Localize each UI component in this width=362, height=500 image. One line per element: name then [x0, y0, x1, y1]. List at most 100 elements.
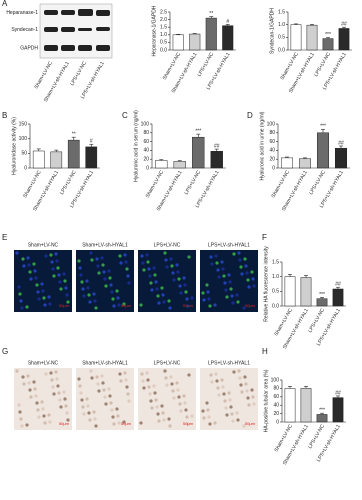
cell: [205, 401, 209, 405]
cell: [48, 420, 52, 424]
cell: [100, 374, 104, 378]
cell: [177, 277, 181, 281]
cell: [36, 408, 40, 412]
significance-label: ***: [319, 408, 325, 414]
y-tick-label: 0: [272, 165, 275, 171]
cell: [118, 254, 122, 258]
cell: [243, 257, 247, 261]
cell: [237, 251, 241, 255]
bar: [338, 28, 350, 51]
blot-bands: [44, 9, 110, 51]
cell: [201, 291, 205, 295]
cell: [157, 301, 161, 305]
panel-letter: F: [262, 233, 267, 242]
cell: [42, 296, 46, 300]
cell: [171, 389, 175, 393]
cell: [190, 296, 194, 300]
cell: [92, 410, 96, 414]
cell: [87, 293, 91, 297]
cell: [77, 259, 81, 263]
cell: [77, 377, 81, 381]
significance-label: ***: [320, 124, 326, 130]
cell: [244, 382, 248, 386]
cell: [124, 378, 128, 382]
cell: [35, 401, 39, 405]
y-tick-label: 80: [143, 130, 149, 136]
cell: [96, 264, 100, 268]
cell: [22, 382, 26, 386]
cell: [20, 424, 24, 428]
significance-label: ##: [335, 390, 341, 396]
y-tick-label: 100: [267, 121, 276, 127]
cell: [162, 300, 166, 304]
cell: [155, 405, 159, 409]
cell: [229, 405, 233, 409]
cell: [214, 372, 218, 376]
cell: [116, 414, 120, 418]
cell: [141, 379, 145, 383]
cell: [47, 295, 51, 299]
cell: [51, 267, 55, 271]
panel-letter: D: [247, 111, 253, 120]
cell: [19, 417, 23, 421]
y-tick-label: 50: [21, 151, 27, 157]
cell: [245, 389, 249, 393]
cell: [97, 389, 101, 393]
cell: [221, 267, 225, 271]
cell: [107, 269, 111, 273]
cell: [37, 297, 41, 301]
cell: [169, 375, 173, 379]
cell: [66, 418, 70, 422]
cell: [34, 394, 38, 398]
cell: [125, 385, 129, 389]
cell: [150, 288, 154, 292]
cell: [165, 383, 169, 387]
cell: [32, 262, 36, 266]
cell: [215, 261, 219, 265]
cell: [172, 396, 176, 400]
cell: [26, 374, 30, 378]
cell: [161, 293, 165, 297]
cell: [251, 395, 255, 399]
bar: [222, 25, 234, 51]
y-tick-label: 80: [273, 386, 279, 392]
cell: [160, 286, 164, 290]
blot-row-label: Heparanase-1: [6, 10, 38, 16]
cell: [235, 411, 239, 415]
y-tick-label: 20: [143, 157, 149, 163]
cell: [82, 294, 86, 298]
cell: [122, 420, 126, 424]
cell: [139, 303, 143, 307]
cell: [112, 304, 116, 308]
cell: [245, 271, 249, 275]
cell: [178, 402, 182, 406]
cell: [145, 253, 149, 257]
x-tick-label: LPS+LV-NC: [59, 169, 78, 195]
cell: [65, 411, 69, 415]
cell: [82, 412, 86, 416]
cell: [186, 304, 190, 308]
cell: [209, 373, 213, 377]
cell: [85, 397, 89, 401]
cell: [178, 284, 182, 288]
cell: [152, 384, 156, 388]
cell: [101, 381, 105, 385]
bar: [298, 158, 312, 169]
image-label: Sham+LV-sh-HYAL1: [82, 242, 128, 248]
cell: [54, 252, 58, 256]
cell: [186, 422, 190, 426]
cell: [108, 394, 112, 398]
cell: [141, 261, 145, 265]
cell: [43, 303, 47, 307]
cell: [81, 287, 85, 291]
y-axis-label: Hyaluronidase activity (%): [11, 117, 17, 175]
cell: [169, 257, 173, 261]
cell: [41, 407, 45, 411]
cell: [64, 286, 68, 290]
cell: [126, 274, 130, 278]
cell: [217, 275, 221, 279]
bar: [85, 146, 98, 169]
y-tick-label: 0.5: [160, 40, 167, 46]
cell: [18, 292, 22, 296]
image-label: LPS+LV-NC: [154, 242, 181, 248]
